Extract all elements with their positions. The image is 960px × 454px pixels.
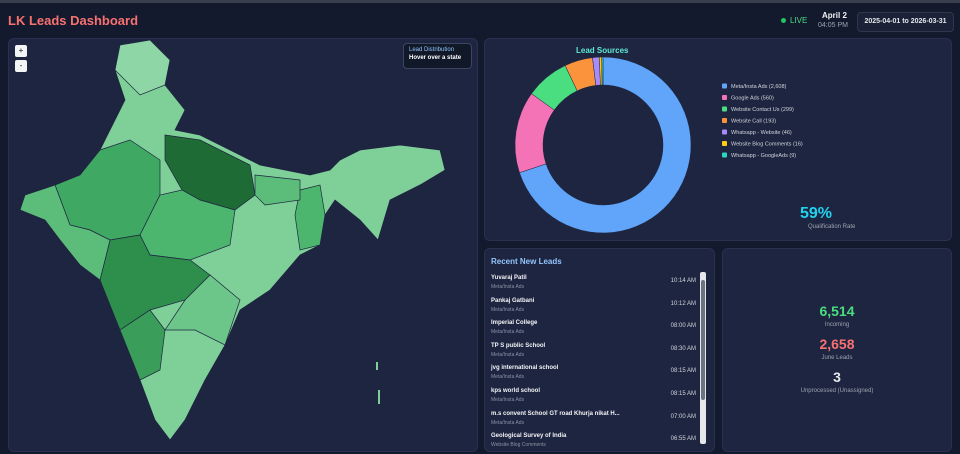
legend-swatch <box>722 95 727 100</box>
scroll-thumb[interactable] <box>701 280 705 400</box>
zoom-out[interactable]: - <box>15 60 27 72</box>
top-border <box>0 0 960 3</box>
lead-source: Meta/Insta Ads <box>491 397 525 403</box>
lead-name: Geological Survey of India <box>491 433 567 440</box>
zoom-in[interactable]: + <box>15 45 27 57</box>
donut-chart: Meta/Insta Ads (2,608) Google Ads (560) We… <box>514 56 803 234</box>
stat-value: 6,514 <box>819 303 855 319</box>
slice <box>519 56 692 234</box>
legend-label: Whatsapp - GoogleAds (9) <box>731 153 796 159</box>
lead-row: kps world school Meta/Insta Ads 08:15 AM <box>491 388 706 409</box>
legend-label: Whatsapp - Website (46) <box>731 130 792 136</box>
lead-name: m.s convent School GT road Khurja nikat … <box>491 410 620 417</box>
lead-source: Meta/Insta Ads <box>491 351 525 358</box>
map-legend: Lead Distribution Hover over a state <box>403 43 472 69</box>
stat-label: Unprocessed (Unassigned) <box>800 388 874 394</box>
lead-source: Website Blog Comments <box>491 442 546 449</box>
lead-row: Pankaj Gatbani Meta/Insta Ads 10:12 AM <box>491 298 706 319</box>
lead-source: Meta/Insta Ads <box>491 419 525 426</box>
live-label: LIVE <box>790 16 808 25</box>
legend-label: Website Contact Us (299) <box>731 107 794 113</box>
lead-name: TP S public School <box>491 342 546 349</box>
state-karnataka <box>119 309 166 381</box>
india-map <box>19 39 446 441</box>
lead-time: 07:00 AM <box>670 413 696 420</box>
stat-label: June Leads <box>821 355 853 361</box>
app-title: LK Leads Dashboard <box>8 13 139 28</box>
lead-source: Meta/Insta Ads <box>491 306 525 313</box>
qualification-label: Qualification Rate <box>808 224 856 230</box>
legend-label: Meta/Insta Ads (2,608) <box>731 84 787 90</box>
lead-time: 08:15 AM <box>670 391 696 397</box>
leads-title: Recent New Leads <box>491 257 562 266</box>
time: 04:05 PM <box>818 22 848 29</box>
state-ap <box>164 274 241 346</box>
lead-row: jvg international school Meta/Insta Ads 08… <box>491 365 706 386</box>
lead-time: 08:30 AM <box>670 345 696 352</box>
stat-value: 3 <box>833 369 841 385</box>
legend-label: Website Call (193) <box>731 119 776 125</box>
lead-row: Geological Survey of India Website Blog C… <box>491 433 706 454</box>
lead-row: m.s convent School GT road Khurja nikat … <box>491 411 706 432</box>
legend-swatch <box>722 141 727 146</box>
legend-label: Google Ads (560) <box>731 96 774 102</box>
state-bihar <box>254 174 301 206</box>
state-kashmir <box>114 39 171 96</box>
lead-row: Imperial College Meta/Insta Ads 08:00 AM <box>491 320 706 341</box>
legend-swatch <box>722 106 727 112</box>
state-gujarat <box>19 184 111 281</box>
lead-name: Yuvaraj Patil <box>491 275 527 281</box>
lead-name: kps world school <box>491 388 541 394</box>
island <box>376 362 378 370</box>
stats-panel <box>722 248 952 452</box>
island <box>378 390 380 404</box>
lead-source: Meta/Insta Ads <box>491 374 525 381</box>
live-dot <box>781 18 786 23</box>
scrollbar[interactable] <box>700 272 706 444</box>
state-bengal <box>294 184 326 251</box>
lead-name: Pankaj Gatbani <box>491 297 535 304</box>
date-range[interactable]: 2025-04-01 to 2026-03-31 <box>857 12 954 32</box>
lead-time: 10:14 AM <box>670 278 696 284</box>
legend-swatch <box>722 83 727 89</box>
lead-source: Meta/Insta Ads <box>491 329 525 336</box>
qualification-value: 59% <box>800 205 833 222</box>
lead-name: Imperial College <box>491 320 538 327</box>
lead-time: 08:00 AM <box>670 323 696 330</box>
slice <box>601 56 604 86</box>
legend-swatch <box>722 152 727 158</box>
lead-time: 08:15 AM <box>670 368 696 375</box>
stat-value: 2,658 <box>819 336 855 352</box>
lead-name: jvg international school <box>491 365 559 372</box>
chart-title: Lead Sources <box>576 46 629 55</box>
leads-panel <box>484 248 715 452</box>
legend-swatch <box>722 129 727 135</box>
lead-source: Meta/Insta Ads <box>491 284 525 290</box>
header: LK Leads Dashboard LIVE April 2 04:05 PM… <box>0 3 960 35</box>
legend-swatch <box>722 118 727 123</box>
legend-title: Lead Distribution <box>409 47 455 53</box>
stat-label: Incoming <box>824 322 850 328</box>
lead-time: 10:12 AM <box>670 300 696 307</box>
legend-hint: Hover over a state <box>409 55 462 61</box>
lead-row: Yuvaraj Patil Meta/Insta Ads 10:14 AM <box>491 275 706 296</box>
lead-time: 06:55 AM <box>670 436 696 443</box>
legend-label: Website Blog Comments (16) <box>731 142 803 148</box>
lead-row: TP S public School Meta/Insta Ads 08:30 AM <box>491 343 706 364</box>
date: April 2 <box>822 11 847 20</box>
